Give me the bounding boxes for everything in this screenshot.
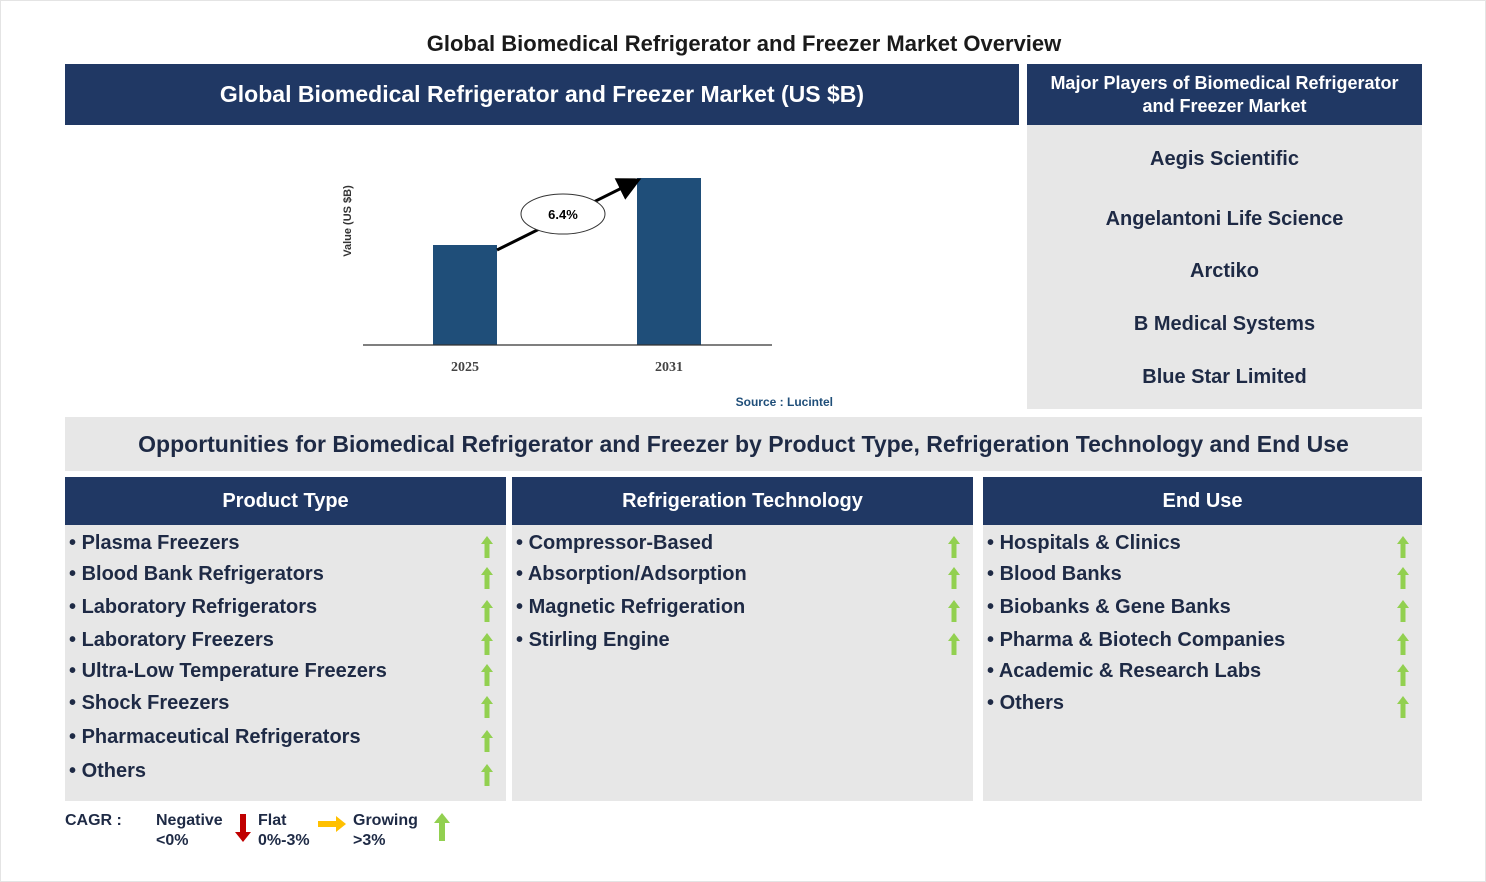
legend-flat-label: Flat bbox=[258, 812, 287, 829]
bar-2025 bbox=[433, 245, 497, 345]
list-item-label: Laboratory Freezers bbox=[81, 629, 274, 651]
arrow-up-green-icon bbox=[481, 730, 493, 752]
list-item: • Laboratory Freezers bbox=[69, 629, 274, 651]
list-item-label: Shock Freezers bbox=[81, 692, 230, 714]
player-item: B Medical Systems bbox=[1133, 313, 1316, 335]
arrow-up-green-icon bbox=[1397, 664, 1409, 686]
arrow-up-green-icon bbox=[1397, 536, 1409, 558]
cagr-label: 6.4% bbox=[548, 207, 578, 222]
legend-negative-range: <0% bbox=[156, 832, 189, 849]
player-item: Blue Star Limited bbox=[1142, 366, 1307, 388]
list-item-label: Pharma & Biotech Companies bbox=[999, 629, 1286, 651]
y-axis-label: Value (US $B) bbox=[342, 185, 354, 257]
legend-growing-range: >3% bbox=[353, 832, 386, 849]
list-item-label: Others bbox=[81, 760, 147, 782]
arrow-up-green-icon bbox=[948, 567, 960, 589]
column-header: Refrigeration Technology bbox=[512, 477, 973, 525]
arrow-up-green-icon bbox=[481, 664, 493, 686]
list-item: • Blood Banks bbox=[987, 563, 1122, 585]
legend-growing-label: Growing bbox=[353, 812, 418, 829]
legend-negative: Negative <0% bbox=[156, 811, 223, 851]
page-title: Global Biomedical Refrigerator and Freez… bbox=[426, 31, 1062, 56]
list-item: • Laboratory Refrigerators bbox=[69, 596, 318, 618]
legend-flat: Flat 0%-3% bbox=[258, 811, 310, 851]
arrow-up-green-icon bbox=[948, 600, 960, 622]
column-header: Product Type bbox=[65, 477, 506, 525]
bar-chart: Value (US $B) 6.4% 2025 2031 Source : Lu… bbox=[342, 178, 833, 409]
player-item: Arctiko bbox=[1190, 260, 1259, 282]
arrow-up-green-icon bbox=[481, 696, 493, 718]
list-item-label: Others bbox=[999, 692, 1065, 714]
arrow-right-yellow-icon bbox=[318, 816, 346, 832]
x-tick-2031: 2031 bbox=[655, 360, 683, 375]
arrow-up-green-icon bbox=[481, 567, 493, 589]
players-header: Major Players of Biomedical Refrigerator… bbox=[1027, 64, 1422, 125]
list-item-label: Plasma Freezers bbox=[81, 532, 240, 554]
list-item-label: Academic & Research Labs bbox=[998, 660, 1262, 682]
arrow-up-green-icon bbox=[1397, 567, 1409, 589]
list-item: • Shock Freezers bbox=[69, 692, 230, 714]
list-item-label: Laboratory Refrigerators bbox=[81, 596, 318, 618]
bar-2031 bbox=[637, 178, 701, 345]
list-item: • Compressor-Based bbox=[516, 532, 714, 554]
list-item: • Ultra-Low Temperature Freezers bbox=[69, 660, 387, 682]
arrow-up-green-icon bbox=[481, 600, 493, 622]
column-list: • Plasma Freezers • Blood Bank Refrigerat… bbox=[65, 525, 506, 801]
arrow-up-green-icon bbox=[948, 633, 960, 655]
cagr-ellipse bbox=[520, 193, 606, 235]
chart-header: Global Biomedical Refrigerator and Freez… bbox=[65, 64, 1019, 125]
player-item: Angelantoni Life Science bbox=[1105, 208, 1344, 230]
arrow-down-red-icon bbox=[235, 814, 251, 842]
list-item-label: Biobanks & Gene Banks bbox=[999, 596, 1231, 618]
player-item: Aegis Scientific bbox=[1150, 148, 1299, 170]
source-label: Source : Lucintel bbox=[736, 395, 833, 409]
column-list: • Hospitals & Clinics • Blood Banks • Biob… bbox=[983, 525, 1422, 801]
list-item-label: Stirling Engine bbox=[528, 629, 670, 651]
list-item: • Stirling Engine bbox=[516, 629, 670, 651]
arrow-up-green-icon bbox=[481, 764, 493, 786]
arrow-up-green-icon bbox=[481, 633, 493, 655]
list-item-label: Ultra-Low Temperature Freezers bbox=[81, 660, 387, 682]
list-item: • Pharma & Biotech Companies bbox=[987, 629, 1286, 651]
list-item: • Absorption/Adsorption bbox=[516, 563, 747, 585]
list-item-label: Magnetic Refrigeration bbox=[528, 596, 746, 618]
opportunities-header: Opportunities for Biomedical Refrigerato… bbox=[65, 417, 1422, 471]
column-list: • Compressor-Based • Absorption/Adsorptio… bbox=[512, 525, 973, 801]
list-item-label: Hospitals & Clinics bbox=[999, 532, 1181, 554]
arrow-up-green-icon bbox=[1397, 696, 1409, 718]
list-item: • Pharmaceutical Refrigerators bbox=[69, 726, 361, 748]
arrow-up-green-icon bbox=[481, 536, 493, 558]
legend-growing: Growing >3% bbox=[353, 811, 418, 851]
legend-label: CAGR : bbox=[65, 812, 122, 829]
players-list: Aegis Scientific Angelantoni Life Scienc… bbox=[1027, 125, 1422, 409]
list-item-label: Compressor-Based bbox=[528, 532, 714, 554]
list-item-label: Pharmaceutical Refrigerators bbox=[81, 726, 361, 748]
arrow-up-green-icon bbox=[1397, 633, 1409, 655]
list-item: • Biobanks & Gene Banks bbox=[987, 596, 1231, 618]
list-item: • Others bbox=[987, 692, 1065, 714]
list-item: • Hospitals & Clinics bbox=[987, 532, 1181, 554]
arrow-up-green-icon bbox=[948, 536, 960, 558]
list-item: • Academic & Research Labs bbox=[987, 660, 1262, 682]
list-item: • Blood Bank Refrigerators bbox=[69, 563, 324, 585]
list-item: • Magnetic Refrigeration bbox=[516, 596, 746, 618]
arrow-up-green-icon bbox=[434, 813, 450, 841]
list-item-label: Blood Banks bbox=[999, 563, 1122, 585]
x-tick-2025: 2025 bbox=[451, 360, 479, 375]
arrow-up-green-icon bbox=[1397, 600, 1409, 622]
legend-flat-range: 0%-3% bbox=[258, 832, 310, 849]
legend-negative-label: Negative bbox=[156, 812, 223, 829]
column-header: End Use bbox=[983, 477, 1422, 525]
list-item: • Plasma Freezers bbox=[69, 532, 240, 554]
list-item: • Others bbox=[69, 760, 147, 782]
list-item-label: Absorption/Adsorption bbox=[527, 563, 747, 585]
list-item-label: Blood Bank Refrigerators bbox=[81, 563, 324, 585]
